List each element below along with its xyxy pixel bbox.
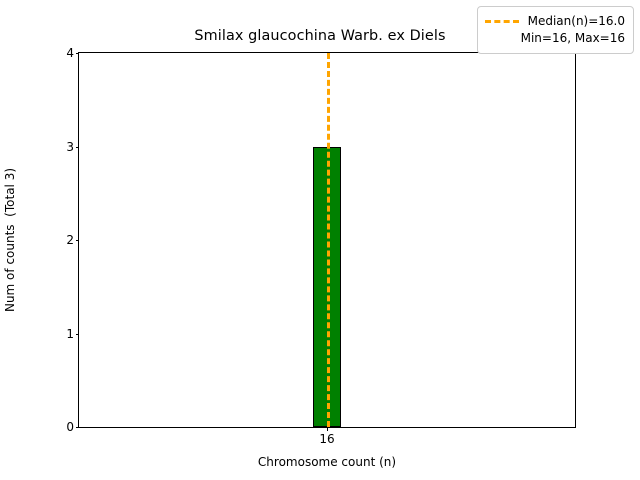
legend-entry-minmax-label: Min=16, Max=16: [520, 31, 625, 45]
median-line: [327, 53, 330, 427]
legend-entry-minmax: Min=16, Max=16: [485, 30, 625, 47]
y-tick-mark: [75, 146, 79, 148]
legend-entry-median-label: Median(n)=16.0: [527, 14, 625, 28]
y-tick-mark: [75, 333, 79, 335]
bar-16: [312, 146, 342, 427]
plot-area: 0 1 2 3 4 16: [66, 47, 576, 445]
chart-title: Smilax glaucochina Warb. ex Diels: [194, 28, 446, 44]
y-axis-label-container: Num of counts (Total 3): [0, 52, 20, 428]
legend-entry-median: Median(n)=16.0: [484, 13, 625, 30]
y-tick-mark: [75, 240, 79, 241]
y-tick-mark: [75, 427, 79, 428]
y-tick-label: 4: [66, 46, 74, 60]
y-tick-label: 3: [66, 139, 74, 154]
y-tick-label: 1: [66, 326, 74, 341]
y-tick-mark: [75, 53, 79, 54]
x-tick-label: 16: [319, 432, 335, 446]
x-tick-mark: [327, 427, 328, 431]
y-tick-label: 0: [66, 420, 74, 434]
y-axis-label: Num of counts (Total 3): [3, 167, 17, 313]
plot-inner: [79, 53, 575, 427]
chart-legend: Median(n)=16.0 Min=16, Max=16: [476, 6, 634, 54]
x-axis-label: Chromosome count (n): [257, 455, 397, 469]
y-tick-label: 2: [66, 233, 74, 247]
legend-dashed-line-sample: [484, 20, 519, 23]
